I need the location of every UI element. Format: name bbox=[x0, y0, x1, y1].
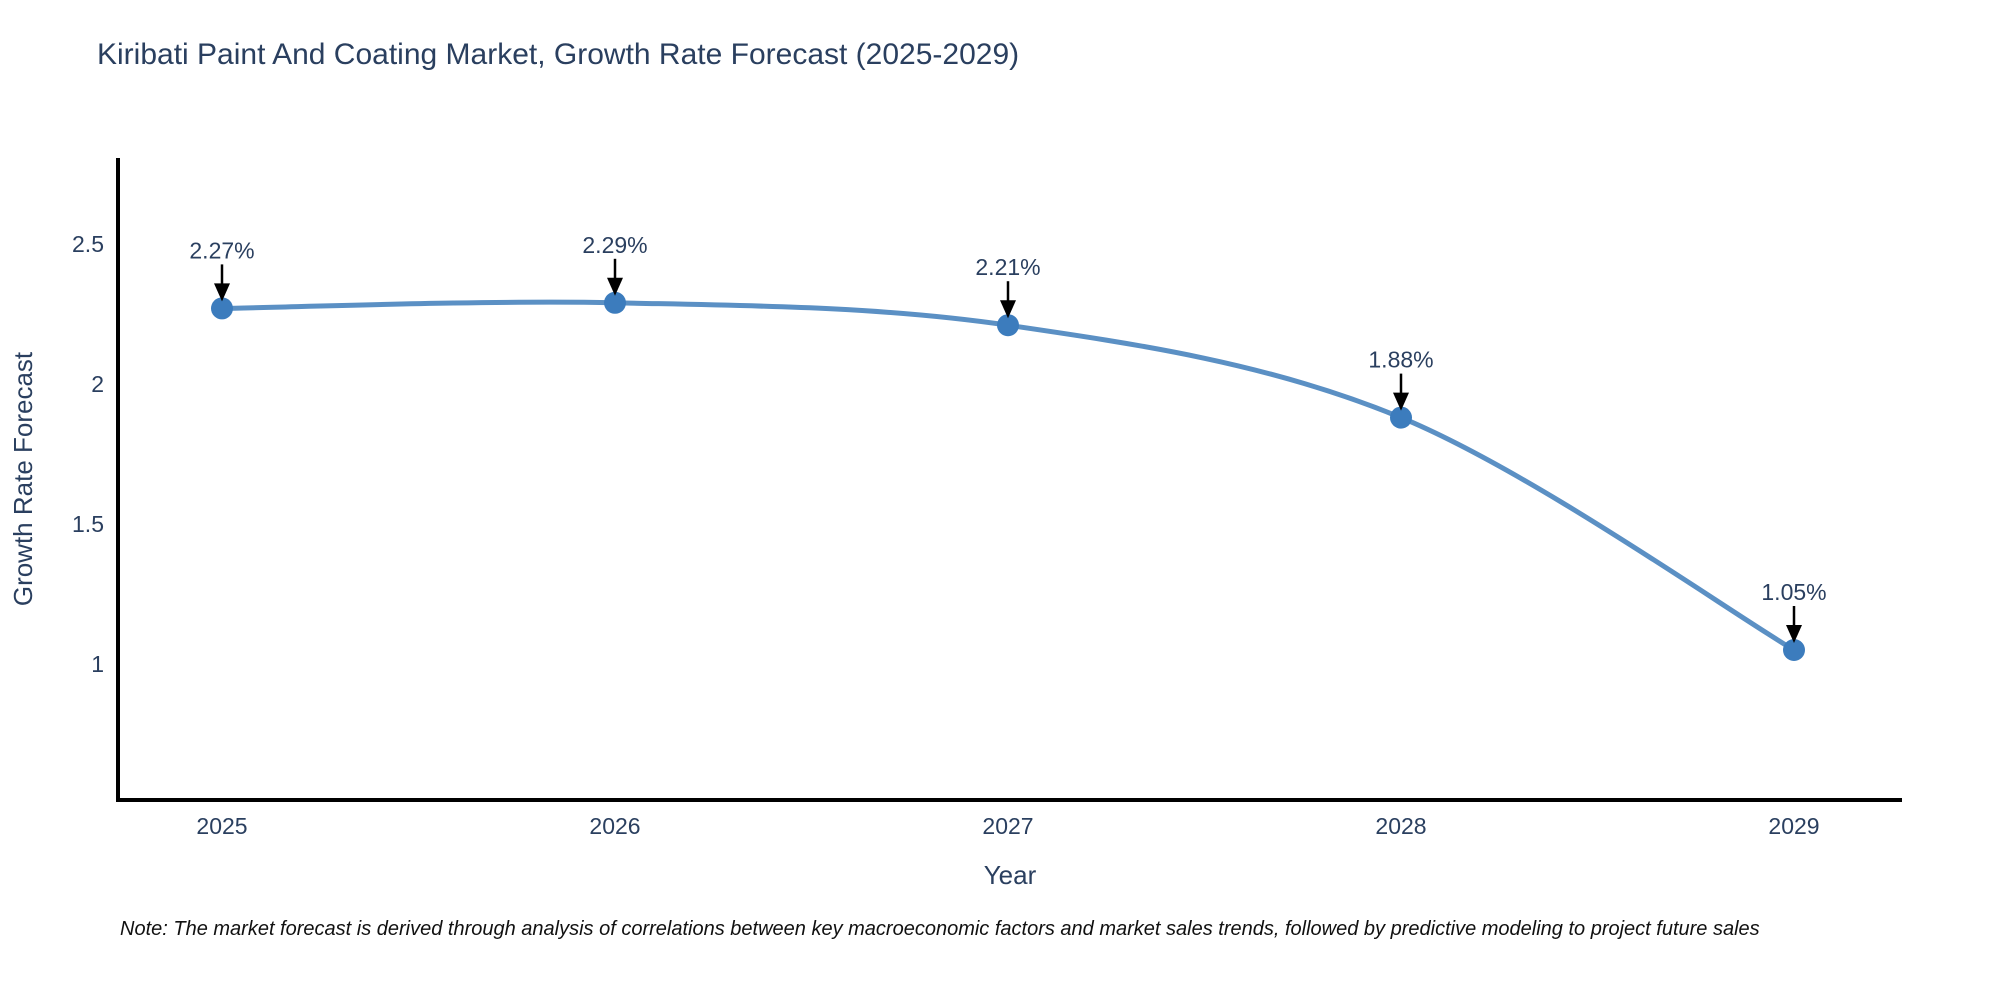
annotation-arrowhead bbox=[1000, 300, 1016, 319]
y-tick-label: 2 bbox=[91, 371, 104, 397]
point-value-label: 2.27% bbox=[189, 237, 254, 263]
data-point-marker bbox=[604, 291, 626, 314]
annotation-arrowhead bbox=[1786, 625, 1802, 643]
point-value-label: 1.88% bbox=[1368, 347, 1433, 373]
trend-line bbox=[219, 299, 1797, 653]
data-point-marker bbox=[1390, 406, 1412, 429]
y-tick-label: 1.5 bbox=[72, 511, 104, 537]
x-tick-label: 2026 bbox=[589, 813, 640, 839]
y-tick-label: 1 bbox=[91, 651, 104, 677]
chart-title: Kiribati Paint And Coating Market, Growt… bbox=[97, 38, 1020, 71]
data-point-marker bbox=[211, 297, 233, 320]
x-axis-title: Year bbox=[984, 860, 1037, 890]
annotation-arrowhead bbox=[214, 283, 230, 302]
x-tick-label: 2027 bbox=[982, 813, 1033, 839]
y-tick-label: 2.5 bbox=[72, 231, 104, 257]
x-tick-label: 2025 bbox=[196, 813, 247, 839]
annotation-arrowhead bbox=[1393, 392, 1409, 411]
annotations-layer: 2.27% 2.29% 2.21% 1.88% 1.05% bbox=[189, 232, 1827, 643]
data-series-layer bbox=[211, 291, 1805, 661]
point-value-label: 1.05% bbox=[1761, 579, 1826, 605]
x-tick-label: 2028 bbox=[1375, 813, 1426, 839]
data-point-marker bbox=[1783, 639, 1805, 661]
y-axis-title: Growth Rate Forecast bbox=[8, 351, 38, 606]
axis-ticks-layer: 1 1.5 2 2.5 2025 2026 2027 2028 2029 bbox=[72, 231, 1820, 839]
data-point-marker bbox=[997, 314, 1019, 337]
point-value-label: 2.29% bbox=[582, 232, 647, 258]
x-tick-label: 2029 bbox=[1768, 813, 1819, 839]
annotation-arrowhead bbox=[607, 277, 623, 296]
point-value-label: 2.21% bbox=[975, 254, 1040, 280]
chart-footnote: Note: The market forecast is derived thr… bbox=[120, 918, 1760, 940]
